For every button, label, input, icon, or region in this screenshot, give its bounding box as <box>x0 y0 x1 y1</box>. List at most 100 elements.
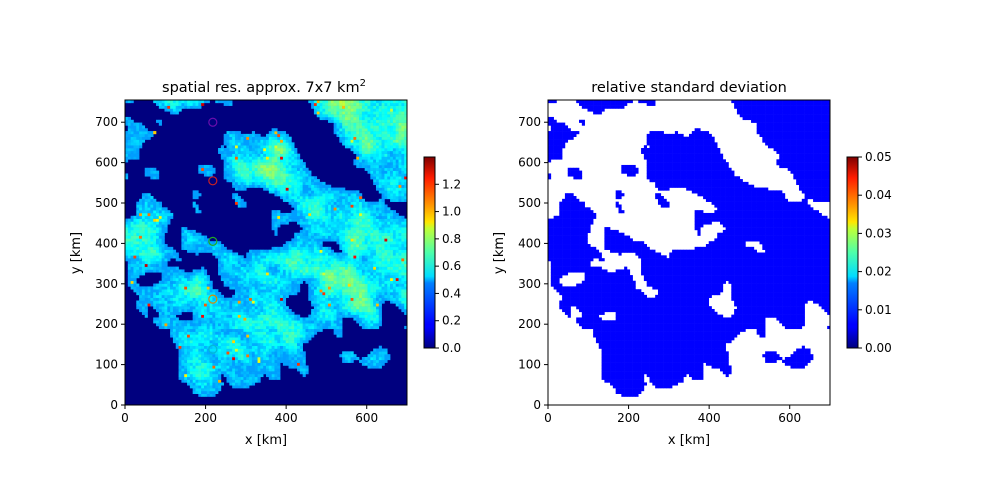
heatmap-cell <box>257 139 261 143</box>
heatmap-cell <box>359 255 363 259</box>
heatmap-cell <box>297 320 301 324</box>
heatmap-cell <box>201 246 205 250</box>
heatmap-cell <box>274 181 278 186</box>
heatmap-cell <box>364 131 368 135</box>
heatmap-cell <box>356 320 360 324</box>
heatmap-cell <box>260 148 264 152</box>
heatmap-cell <box>153 241 157 245</box>
heatmap-cell <box>316 241 320 245</box>
heatmap-cell <box>311 179 315 183</box>
heatmap-cell <box>195 382 199 386</box>
heatmap-cell <box>127 100 131 104</box>
heatmap-cell <box>260 181 264 186</box>
heatmap-cell <box>333 102 337 106</box>
heatmap-cell <box>215 371 219 375</box>
heatmap-cell <box>175 272 179 276</box>
heatmap-cell <box>268 263 272 267</box>
heatmap-cell <box>201 294 205 298</box>
heatmap-cell <box>268 167 272 171</box>
heatmap-cell <box>167 215 171 219</box>
heatmap-cell <box>342 260 346 265</box>
heatmap-cell <box>353 246 357 250</box>
heatmap-cell <box>342 306 346 310</box>
heatmap-cell <box>212 334 216 338</box>
heatmap-cell <box>251 162 256 166</box>
heatmap-cell <box>153 286 157 290</box>
heatmap-cell <box>350 235 354 239</box>
heatmap-cell <box>271 167 275 171</box>
heatmap-cell <box>353 125 357 129</box>
heatmap-cell <box>206 376 210 380</box>
heatmap-cell <box>342 114 346 118</box>
heatmap-cell <box>291 292 295 296</box>
heatmap-cell <box>158 297 162 301</box>
heatmap-cell <box>319 292 323 296</box>
heatmap-cell <box>347 102 351 106</box>
heatmap-cell <box>347 190 351 194</box>
heatmap-cell <box>302 249 306 253</box>
heatmap-cell <box>232 280 236 284</box>
heatmap-cell <box>336 300 340 304</box>
heatmap-cell <box>240 159 244 163</box>
heatmap-cell <box>322 314 326 318</box>
heatmap-cell <box>336 207 340 211</box>
heatmap-cell <box>232 269 236 273</box>
heatmap-cell <box>175 294 179 298</box>
heatmap-cell <box>240 354 244 358</box>
heatmap-cell <box>311 218 315 222</box>
heatmap-cell <box>215 311 219 315</box>
heatmap-cell <box>336 187 340 191</box>
heatmap-cell <box>263 275 267 279</box>
heatmap-cell <box>308 255 312 259</box>
heatmap-cell <box>147 229 151 234</box>
heatmap-cell <box>339 207 343 211</box>
heatmap-cell <box>268 136 272 140</box>
heatmap-cell <box>322 116 326 121</box>
heatmap-cell <box>218 354 222 358</box>
heatmap-cell <box>164 314 168 318</box>
heatmap-cell <box>226 331 230 335</box>
heatmap-cell <box>141 263 146 267</box>
heatmap-cell <box>336 201 340 205</box>
heatmap-cell <box>271 311 275 315</box>
heatmap-cell <box>325 190 329 194</box>
heatmap-cell <box>223 351 227 355</box>
heatmap-cell <box>291 241 295 245</box>
heatmap-cell <box>187 368 191 372</box>
heatmap-cell <box>209 241 213 245</box>
heatmap-cell <box>336 252 340 256</box>
heatmap-cell <box>178 308 182 313</box>
heatmap-cell <box>328 280 332 284</box>
heatmap-cell <box>198 303 202 307</box>
heatmap-cell <box>353 232 357 236</box>
heatmap-cell <box>184 328 188 332</box>
heatmap-cell <box>237 306 241 310</box>
heatmap-cell <box>178 348 182 352</box>
heatmap-cell <box>367 272 371 276</box>
heatmap-cell <box>367 297 371 301</box>
heatmap-cell <box>229 311 233 315</box>
heatmap-cell <box>277 255 281 259</box>
heatmap-cell <box>311 204 315 208</box>
heatmap-cell <box>280 150 284 154</box>
heatmap-cell <box>156 308 160 313</box>
heatmap-cell <box>280 196 284 200</box>
heatmap-cell <box>344 286 349 290</box>
heatmap-cell <box>322 320 326 324</box>
heatmap-cell <box>246 181 250 186</box>
heatmap-cell <box>311 235 315 239</box>
heatmap-cell <box>361 156 365 160</box>
heatmap-cell <box>319 280 323 284</box>
heatmap-cell <box>268 266 272 270</box>
heatmap-cell <box>203 294 208 298</box>
heatmap-cell <box>271 286 275 290</box>
heatmap-cell <box>260 275 264 279</box>
heatmap-cell <box>147 224 151 228</box>
heatmap-cell <box>282 196 287 200</box>
heatmap-cell <box>260 351 264 355</box>
heatmap-cell <box>333 269 337 273</box>
heatmap-cell <box>271 359 275 363</box>
heatmap-cell <box>350 255 354 259</box>
heatmap-cell <box>294 244 298 248</box>
heatmap-cell <box>313 263 318 267</box>
